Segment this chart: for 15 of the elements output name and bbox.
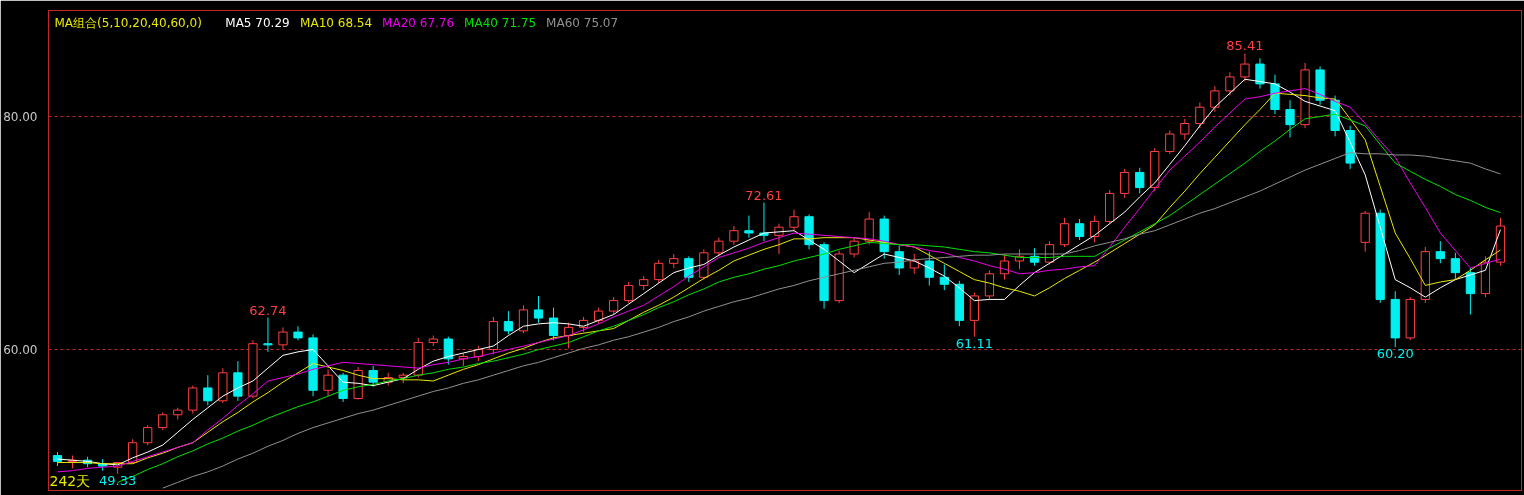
- annotation: 61.11: [955, 335, 993, 351]
- text: MA组合(5,10,20,40,60,0): [54, 15, 202, 30]
- annotation: 72.61: [745, 187, 783, 203]
- text: MA10 68.54: [300, 15, 373, 30]
- text: MA20 67.76: [382, 15, 455, 30]
- annotation: 85.41: [1226, 38, 1264, 54]
- y-tick-label: 60.00: [3, 343, 38, 358]
- text: MA40 71.75: [464, 15, 537, 30]
- text: MA5 70.29: [225, 15, 290, 30]
- annotation: 242天: [49, 472, 91, 489]
- y-tick-label: 80.00: [3, 110, 38, 125]
- annotation: 60.20: [1376, 346, 1414, 362]
- annotation: 62.74: [249, 302, 287, 318]
- text: MA60 75.07: [546, 15, 619, 30]
- annotation: 49.33: [99, 472, 137, 488]
